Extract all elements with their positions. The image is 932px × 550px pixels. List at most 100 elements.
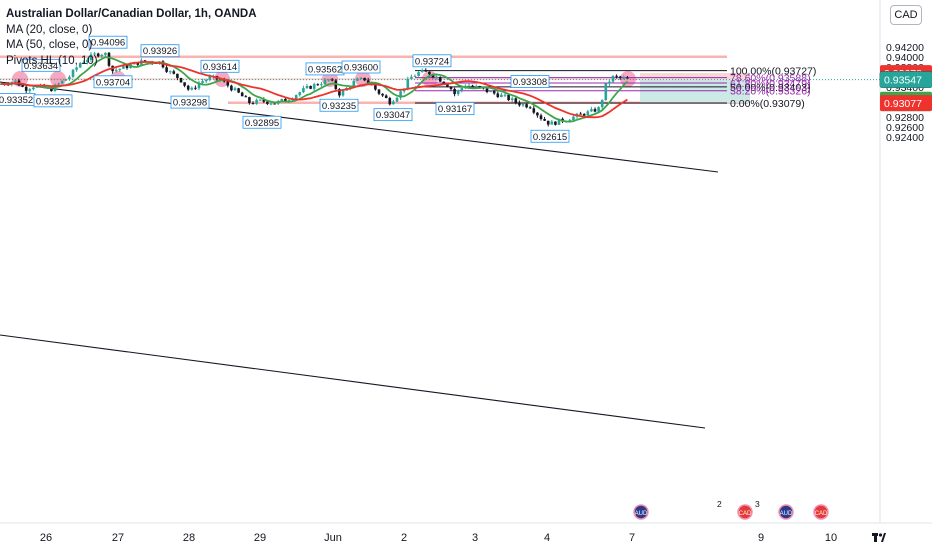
candle-body [96,53,100,57]
candle-body [474,86,478,88]
candle-body [608,81,611,84]
time-tick-label: 29 [254,532,266,544]
pivot-text: 0.93562 [308,64,342,75]
candle [554,121,557,126]
position-tool [0,73,880,104]
candle-body [269,103,273,105]
candle-body [521,104,525,106]
candle-body [453,88,456,95]
candle-body [24,86,28,91]
flag-code: CAD [815,511,828,517]
candle-body [420,69,424,73]
indicator-pivots[interactable]: Pivots HL (10, 10) [6,54,98,67]
candle-body [82,62,86,64]
time-axis: 26 27 28 29 Jun 2 3 4 7 9 10 [0,522,932,544]
flag-count: 3 [755,499,760,509]
candle-body [467,85,471,87]
candle-body [338,89,341,96]
candle-body [586,111,590,116]
candle [467,83,471,87]
candle-body [50,87,53,92]
candle-body [356,78,359,81]
candle-body [471,85,474,87]
candle-body [374,85,377,90]
candle [273,103,276,105]
time-tick-label: 7 [629,532,635,544]
price-tag-box [880,95,932,112]
trendline-upper [0,81,719,173]
candle-body [435,77,438,79]
candle [251,101,255,105]
candle-body [618,76,622,78]
candle-body [179,77,183,83]
time-tick-label: 3 [472,532,478,544]
zone-mid-zone [0,78,640,80]
event-flag: CAD [737,504,753,520]
pivot-label: 0.93323 [33,94,73,107]
indicator-ma20[interactable]: MA (20, close, 0) [6,23,93,36]
fib-label: 38.20%(0.93326) [730,86,811,98]
candle [381,93,384,97]
event-flag: 2 [717,499,722,509]
candle [615,74,618,79]
candle [28,88,32,94]
candle [190,86,194,91]
candle-body [255,99,258,104]
ma50-line [0,61,628,119]
candle [410,74,413,79]
event-flag: CAD [813,504,829,520]
candle [514,97,518,105]
fib-label: 0.00%(0.93079) [730,98,805,110]
cad-flag-icon [737,504,753,520]
price-tag-text: 0.93547 [884,75,922,87]
touch-marker [620,71,636,87]
currency-button[interactable]: CAD [890,5,922,25]
candle-body [251,103,255,105]
pivot-box [510,75,550,88]
candle [248,96,251,105]
candle-body [604,83,608,101]
candle [82,60,86,64]
candle-body [327,79,330,81]
pivot-box [200,59,240,73]
candle [521,103,525,107]
candle-body [377,89,381,94]
aud-flag-icon [778,504,794,520]
tradingview-logo-icon [872,533,886,542]
candle [320,81,323,87]
candle-body [226,81,230,86]
candle [474,84,478,88]
candle-body [21,85,24,87]
price-tick-label: 0.92800 [886,112,924,124]
indicator-ma50[interactable]: MA (50, close, 0) [6,39,93,51]
candle-body [316,84,320,86]
pivot-label: 0.92895 [242,115,282,129]
pivot-text: 0.93235 [322,101,356,112]
time-tick-label: 9 [758,532,764,544]
candle [89,52,93,63]
candle [197,80,201,90]
candle [593,107,597,113]
candle-body [302,88,305,93]
candle-body [284,98,287,102]
candle-body [186,85,190,90]
pivot-box [530,129,570,143]
pivot-text: 0.93926 [143,46,177,57]
pivot-text: 0.93600 [344,63,378,74]
fib-label: 78.60%(0.93588) [730,73,811,85]
pivot-label: 0.93167 [435,102,475,115]
candle [244,94,248,98]
stop-zone [640,73,750,80]
candle [305,83,309,90]
price-tick-label: 0.94200 [886,42,924,54]
candle [183,82,186,88]
candle [165,65,168,74]
candle-body [442,81,446,85]
candle-body [593,109,597,112]
candle [518,100,521,107]
candle-body [438,77,442,82]
candle [118,68,122,72]
candle-body [57,83,60,85]
price-axis: 0.942000.940000.938000.934000.932000.928… [879,0,932,523]
